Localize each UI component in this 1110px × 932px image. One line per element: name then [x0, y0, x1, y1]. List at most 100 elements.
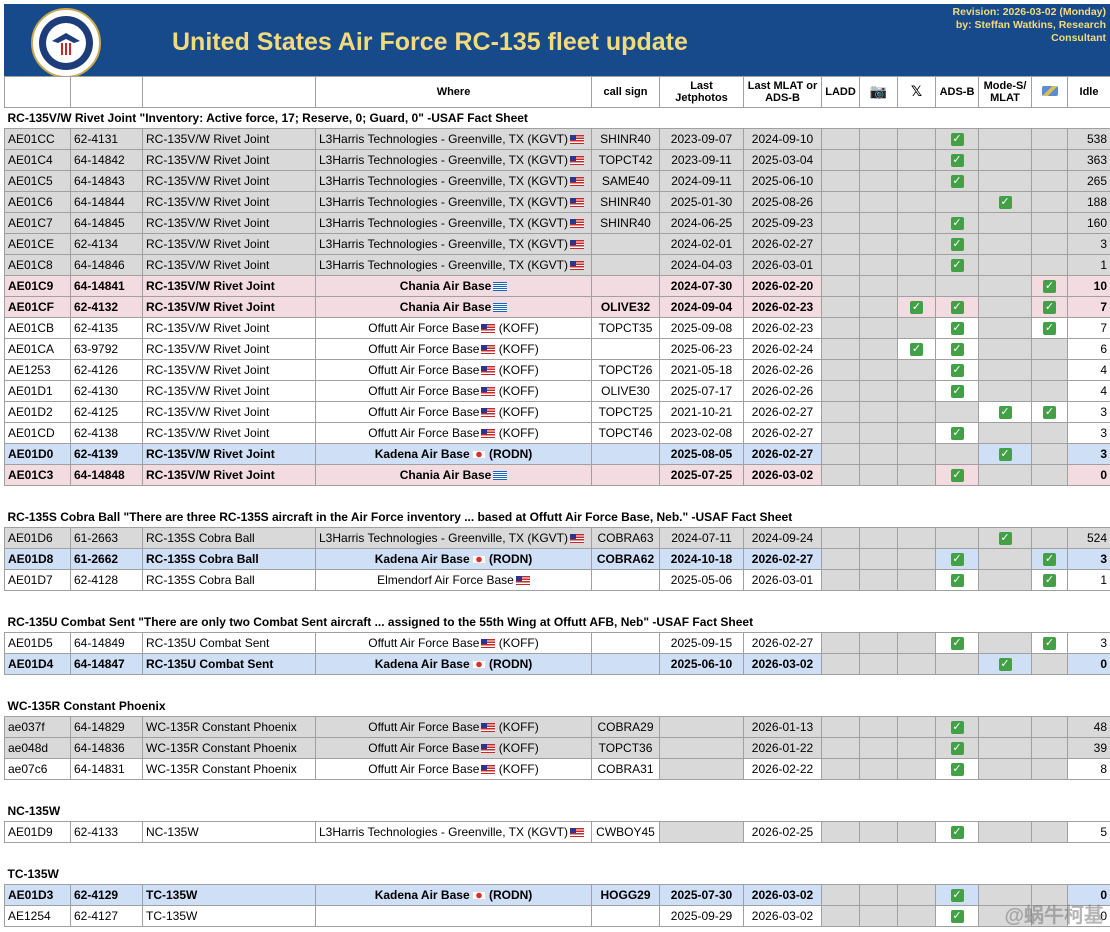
check-icon: ✓ [1043, 574, 1056, 588]
section-spacer [5, 843, 1110, 864]
check-icon: ✓ [950, 427, 964, 441]
ladd-cell [821, 149, 860, 171]
aircraft-type-cell: RC-135V/W Rivet Joint [142, 464, 316, 486]
hex-code-cell: AE01C9 [4, 275, 71, 297]
serial-cell: 62-4139 [70, 443, 143, 465]
table-row: AE01D3 62-4129 TC-135W Kadena Air Base (ROD… [4, 884, 1110, 906]
sat-status-cell [1031, 527, 1068, 549]
modes-status-cell [978, 317, 1032, 339]
sat-status-cell [1031, 233, 1068, 255]
hex-code-cell: AE01C3 [4, 464, 71, 486]
sat-status-cell [1031, 464, 1068, 486]
last-jetphotos-cell [659, 821, 744, 843]
sat-status-cell [1031, 716, 1068, 738]
hex-code-cell: AE01D7 [4, 569, 71, 591]
table-row: AE01D7 62-4128 RC-135S Cobra Ball Elmendorf… [4, 569, 1110, 591]
idle-days-cell: 0 [1067, 464, 1110, 486]
serial-cell: 63-9792 [70, 338, 143, 360]
adsb-status-cell: ✓ [935, 737, 979, 759]
last-mlat-cell: 2026-03-02 [743, 653, 822, 675]
flag-jp-icon [471, 660, 486, 670]
airport-code: (RODN) [488, 657, 533, 671]
check-icon: ✓ [950, 133, 964, 147]
last-mlat-cell: 2025-09-23 [743, 212, 822, 234]
aircraft-type-cell: RC-135U Combat Sent [142, 632, 316, 654]
location-name: Kadena Air Base [374, 657, 470, 671]
satellite-icon [1041, 85, 1058, 96]
col-where-header: Where [315, 76, 592, 108]
x-status-cell [897, 653, 936, 675]
section-title: RC-135U Combat Sent "There are only two … [4, 611, 1110, 633]
check-icon: ✓ [950, 637, 964, 651]
serial-cell: 64-14846 [70, 254, 143, 276]
serial-cell: 62-4138 [70, 422, 143, 444]
x-status-cell [897, 149, 936, 171]
location-name: Elmendorf Air Force Base [377, 573, 514, 587]
adsb-status-cell: ✓ [935, 422, 979, 444]
last-mlat-cell: 2026-02-24 [743, 338, 822, 360]
location-name: Chania Air Base [399, 468, 492, 482]
location-name: L3Harris Technologies - Greenville, TX (… [319, 237, 568, 251]
idle-days-cell: 3 [1067, 422, 1110, 444]
flag-gr-icon [493, 282, 508, 292]
airport-code: (KOFF) [498, 720, 539, 734]
idle-days-cell: 7 [1067, 296, 1110, 318]
modes-status-cell [978, 548, 1032, 570]
hex-code-cell: AE01D0 [4, 443, 71, 465]
last-jetphotos-cell: 2023-09-07 [659, 128, 744, 150]
callsign-cell [591, 905, 660, 927]
fleet-table-body: RC-135V/W Rivet Joint "Inventory: Active… [4, 107, 1110, 927]
last-jetphotos-cell: 2025-01-30 [659, 191, 744, 213]
location-name: Offutt Air Force Base [368, 405, 480, 419]
table-row: AE01CF 62-4132 RC-135V/W Rivet Joint Chania… [4, 296, 1110, 318]
last-jetphotos-cell: 2024-04-03 [659, 254, 744, 276]
last-mlat-cell: 2026-02-23 [743, 317, 822, 339]
aircraft-type-cell: RC-135V/W Rivet Joint [142, 212, 316, 234]
idle-days-cell: 160 [1067, 212, 1110, 234]
table-row: AE01D5 64-14849 RC-135U Combat Sent Offutt … [4, 632, 1110, 654]
airport-code: (KOFF) [498, 342, 539, 356]
adsb-status-cell [935, 191, 979, 213]
flag-us-icon [481, 345, 496, 355]
flag-us-icon [481, 765, 496, 775]
modes-status-cell [978, 569, 1032, 591]
location-cell: Offutt Air Force Base (KOFF) [315, 632, 592, 654]
sat-status-cell [1031, 212, 1068, 234]
airport-code: (KOFF) [498, 405, 539, 419]
idle-days-cell: 39 [1067, 737, 1110, 759]
check-icon: ✓ [950, 175, 964, 189]
last-mlat-cell: 2026-02-27 [743, 548, 822, 570]
idle-days-cell: 4 [1067, 359, 1110, 381]
hex-code-cell: AE1254 [4, 905, 71, 927]
col-modes-header: Mode-S/ MLAT [978, 76, 1032, 108]
location-cell: Kadena Air Base (RODN) [315, 443, 592, 465]
callsign-cell: SAME40 [591, 170, 660, 192]
ladd-cell [821, 758, 860, 780]
ladd-cell [821, 464, 860, 486]
callsign-cell: TOPCT26 [591, 359, 660, 381]
location-cell: Kadena Air Base (RODN) [315, 653, 592, 675]
location-cell: Offutt Air Force Base (KOFF) [315, 338, 592, 360]
location-cell: L3Harris Technologies - Greenville, TX (… [315, 233, 592, 255]
ladd-cell [821, 548, 860, 570]
table-row: ae048d 64-14836 WC-135R Constant Phoenix Of… [4, 737, 1110, 759]
idle-days-cell: 3 [1067, 401, 1110, 423]
callsign-cell [591, 569, 660, 591]
check-icon: ✓ [950, 154, 964, 168]
flag-us-icon [569, 177, 584, 187]
last-mlat-cell: 2026-02-27 [743, 401, 822, 423]
location-cell: Kadena Air Base (RODN) [315, 884, 592, 906]
location-cell: Offutt Air Force Base (KOFF) [315, 401, 592, 423]
revision-author: by: Steffan Watkins, Research [955, 19, 1106, 31]
sat-status-cell [1031, 359, 1068, 381]
adsb-status-cell [935, 275, 979, 297]
location-name: L3Harris Technologies - Greenville, TX (… [319, 216, 568, 230]
idle-days-cell: 4 [1067, 380, 1110, 402]
section-title-row: NC-135W [4, 800, 1110, 822]
sat-status-cell: ✓ [1031, 317, 1068, 339]
x-status-cell [897, 275, 936, 297]
adsb-status-cell: ✓ [935, 716, 979, 738]
section-title-row: RC-135U Combat Sent "There are only two … [4, 611, 1110, 633]
ladd-cell [821, 821, 860, 843]
flag-gr-icon [493, 303, 508, 313]
